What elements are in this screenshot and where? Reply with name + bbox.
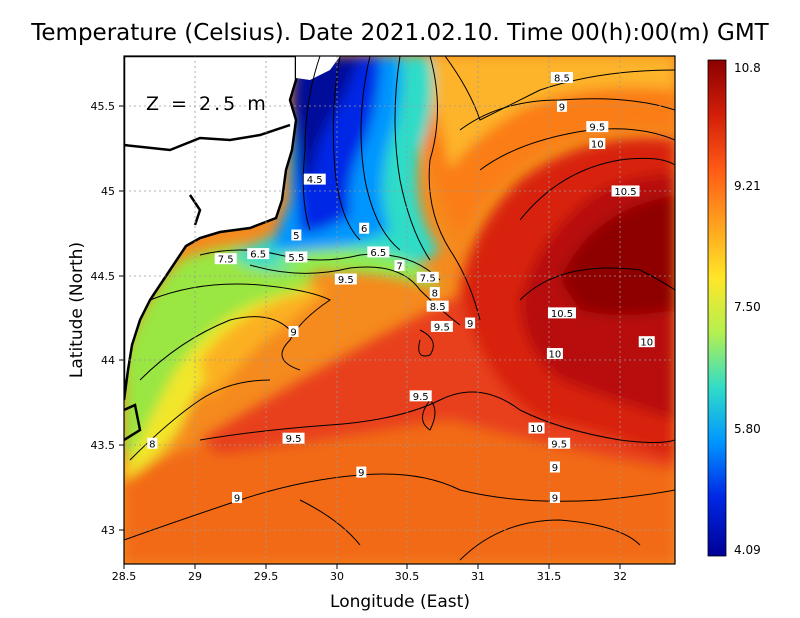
- contour-label-bg: [247, 248, 270, 260]
- y-tick-label: 44.5: [91, 270, 116, 283]
- contour-label: 8: [432, 289, 438, 300]
- land-mass: [124, 56, 298, 401]
- contour-label-bg: [430, 320, 453, 332]
- contour-label-bg: [638, 336, 655, 348]
- colorbar-tick-label: 10.8: [734, 61, 761, 75]
- coastline-detail: [124, 123, 291, 442]
- contour-label-bg: [556, 100, 567, 112]
- colorbar-tick-label: 7.50: [734, 300, 761, 314]
- contour-label: 10: [530, 424, 543, 435]
- contour-labels: 8.5 9 9.5 10 10.5 4.5 5 6 6.5 5.5 6.5 7 7.5 9.5 7.5 8 8.…: [147, 72, 655, 504]
- contour-label-bg: [409, 390, 432, 402]
- contour-label-bg: [547, 307, 576, 319]
- contour-label: 9.5: [434, 322, 450, 333]
- contour-label-bg: [589, 138, 606, 150]
- y-tick-label: 45.5: [91, 100, 116, 113]
- contour-label-bg: [611, 185, 640, 197]
- contour-label: 5.5: [288, 253, 304, 264]
- contour-label: 9.5: [413, 392, 429, 403]
- x-axis: 28.5 29 29.5 30 30.5 31 31.5 32: [112, 564, 627, 583]
- contour-label: 9: [234, 493, 240, 504]
- contour-label-bg: [356, 466, 367, 478]
- colorbar-tick-label: 4.09: [734, 543, 761, 557]
- x-tick-label: 29.5: [254, 570, 279, 583]
- y-tick-label: 45: [101, 185, 115, 198]
- y-tick-label: 43.5: [91, 439, 116, 452]
- contour-label-bg: [549, 461, 560, 473]
- plot-frame: [123, 55, 676, 565]
- contour-label-bg: [416, 271, 439, 283]
- contour-label: 7.5: [218, 255, 234, 266]
- contour-label-bg: [550, 72, 573, 84]
- contour-label: 9.5: [551, 439, 567, 450]
- contour-label-bg: [548, 437, 571, 449]
- x-tick-label: 32: [613, 570, 627, 583]
- contour-label: 8.5: [554, 74, 570, 85]
- contour-label-bg: [303, 173, 326, 185]
- contour-label: 7: [396, 261, 402, 272]
- contour-label-bg: [586, 121, 609, 133]
- contour-label-bg: [429, 287, 440, 299]
- contour-label: 10: [591, 140, 604, 151]
- y-tick-label: 44: [101, 354, 115, 367]
- contour-label-bg: [359, 222, 370, 234]
- contour-label-bg: [334, 273, 357, 285]
- x-axis-label: Longitude (East): [330, 592, 470, 612]
- contour-label-bg: [367, 246, 390, 258]
- contour-label: 5: [293, 231, 299, 242]
- y-tick-label: 43: [101, 524, 115, 537]
- temperature-field: 8.5 9 9.5 10 10.5 4.5 5 6 6.5 5.5 6.5 7 7.5 9.5 7.5 8 8.…: [124, 56, 675, 564]
- contour-label-bg: [546, 348, 563, 360]
- colorbar-tick-label: 5.80: [734, 422, 761, 436]
- contour-label: 10.5: [551, 309, 573, 320]
- contour-label: 9: [552, 463, 558, 474]
- grid-lines: [124, 56, 675, 564]
- contour-label-bg: [282, 432, 305, 444]
- contour-label: 9.5: [338, 275, 354, 286]
- contour-label: 9.5: [286, 434, 302, 445]
- contour-label: 9: [290, 328, 296, 339]
- contour-label-bg: [147, 437, 158, 449]
- contour-label: 7.5: [420, 273, 436, 284]
- colorbar-tick-label: 9.21: [734, 179, 761, 193]
- contour-label: 9.5: [589, 123, 605, 134]
- x-tick-label: 28.5: [112, 570, 137, 583]
- contour-label-bg: [549, 491, 560, 503]
- contour-label: 6: [361, 224, 367, 235]
- contour-label-bg: [214, 253, 237, 265]
- x-tick-label: 30.5: [395, 570, 420, 583]
- contour-label-bg: [394, 259, 405, 271]
- contour-label-bg: [288, 326, 299, 338]
- x-tick-label: 31: [471, 570, 485, 583]
- x-tick-label: 30: [330, 570, 344, 583]
- y-axis-label: Latitude (North): [67, 242, 87, 378]
- contour-label-bg: [232, 491, 243, 503]
- contour-label: 8: [149, 439, 155, 450]
- x-tick-label: 31.5: [537, 570, 562, 583]
- x-tick-label: 29: [188, 570, 202, 583]
- contour-label: 9: [467, 319, 473, 330]
- contour-label: 10: [549, 350, 562, 361]
- contour-label: 9: [552, 493, 558, 504]
- contour-label-bg: [285, 251, 308, 263]
- contour-label: 6.5: [370, 248, 386, 259]
- depth-annotation: Z = 2.5 m: [146, 93, 269, 115]
- colorbar: 10.8 9.21 7.50 5.80 4.09: [707, 59, 761, 557]
- contour-label: 9: [559, 102, 565, 113]
- contour-label-bg: [426, 300, 449, 312]
- contour-label: 10: [640, 338, 653, 349]
- contour-label: 9: [358, 468, 364, 479]
- contour-label-bg: [291, 229, 302, 241]
- contour-label: 8.5: [430, 302, 446, 313]
- contour-label-bg: [465, 317, 476, 329]
- contour-lines: [124, 56, 675, 561]
- chart-title: Temperature (Celsius). Date 2021.02.10. …: [30, 20, 769, 46]
- y-axis: 43 43.5 44 44.5 45 45.5: [91, 100, 124, 537]
- contour-label: 10.5: [614, 187, 636, 198]
- contour-label-bg: [528, 422, 545, 434]
- contour-label: 6.5: [250, 250, 266, 261]
- contour-label: 4.5: [307, 175, 323, 186]
